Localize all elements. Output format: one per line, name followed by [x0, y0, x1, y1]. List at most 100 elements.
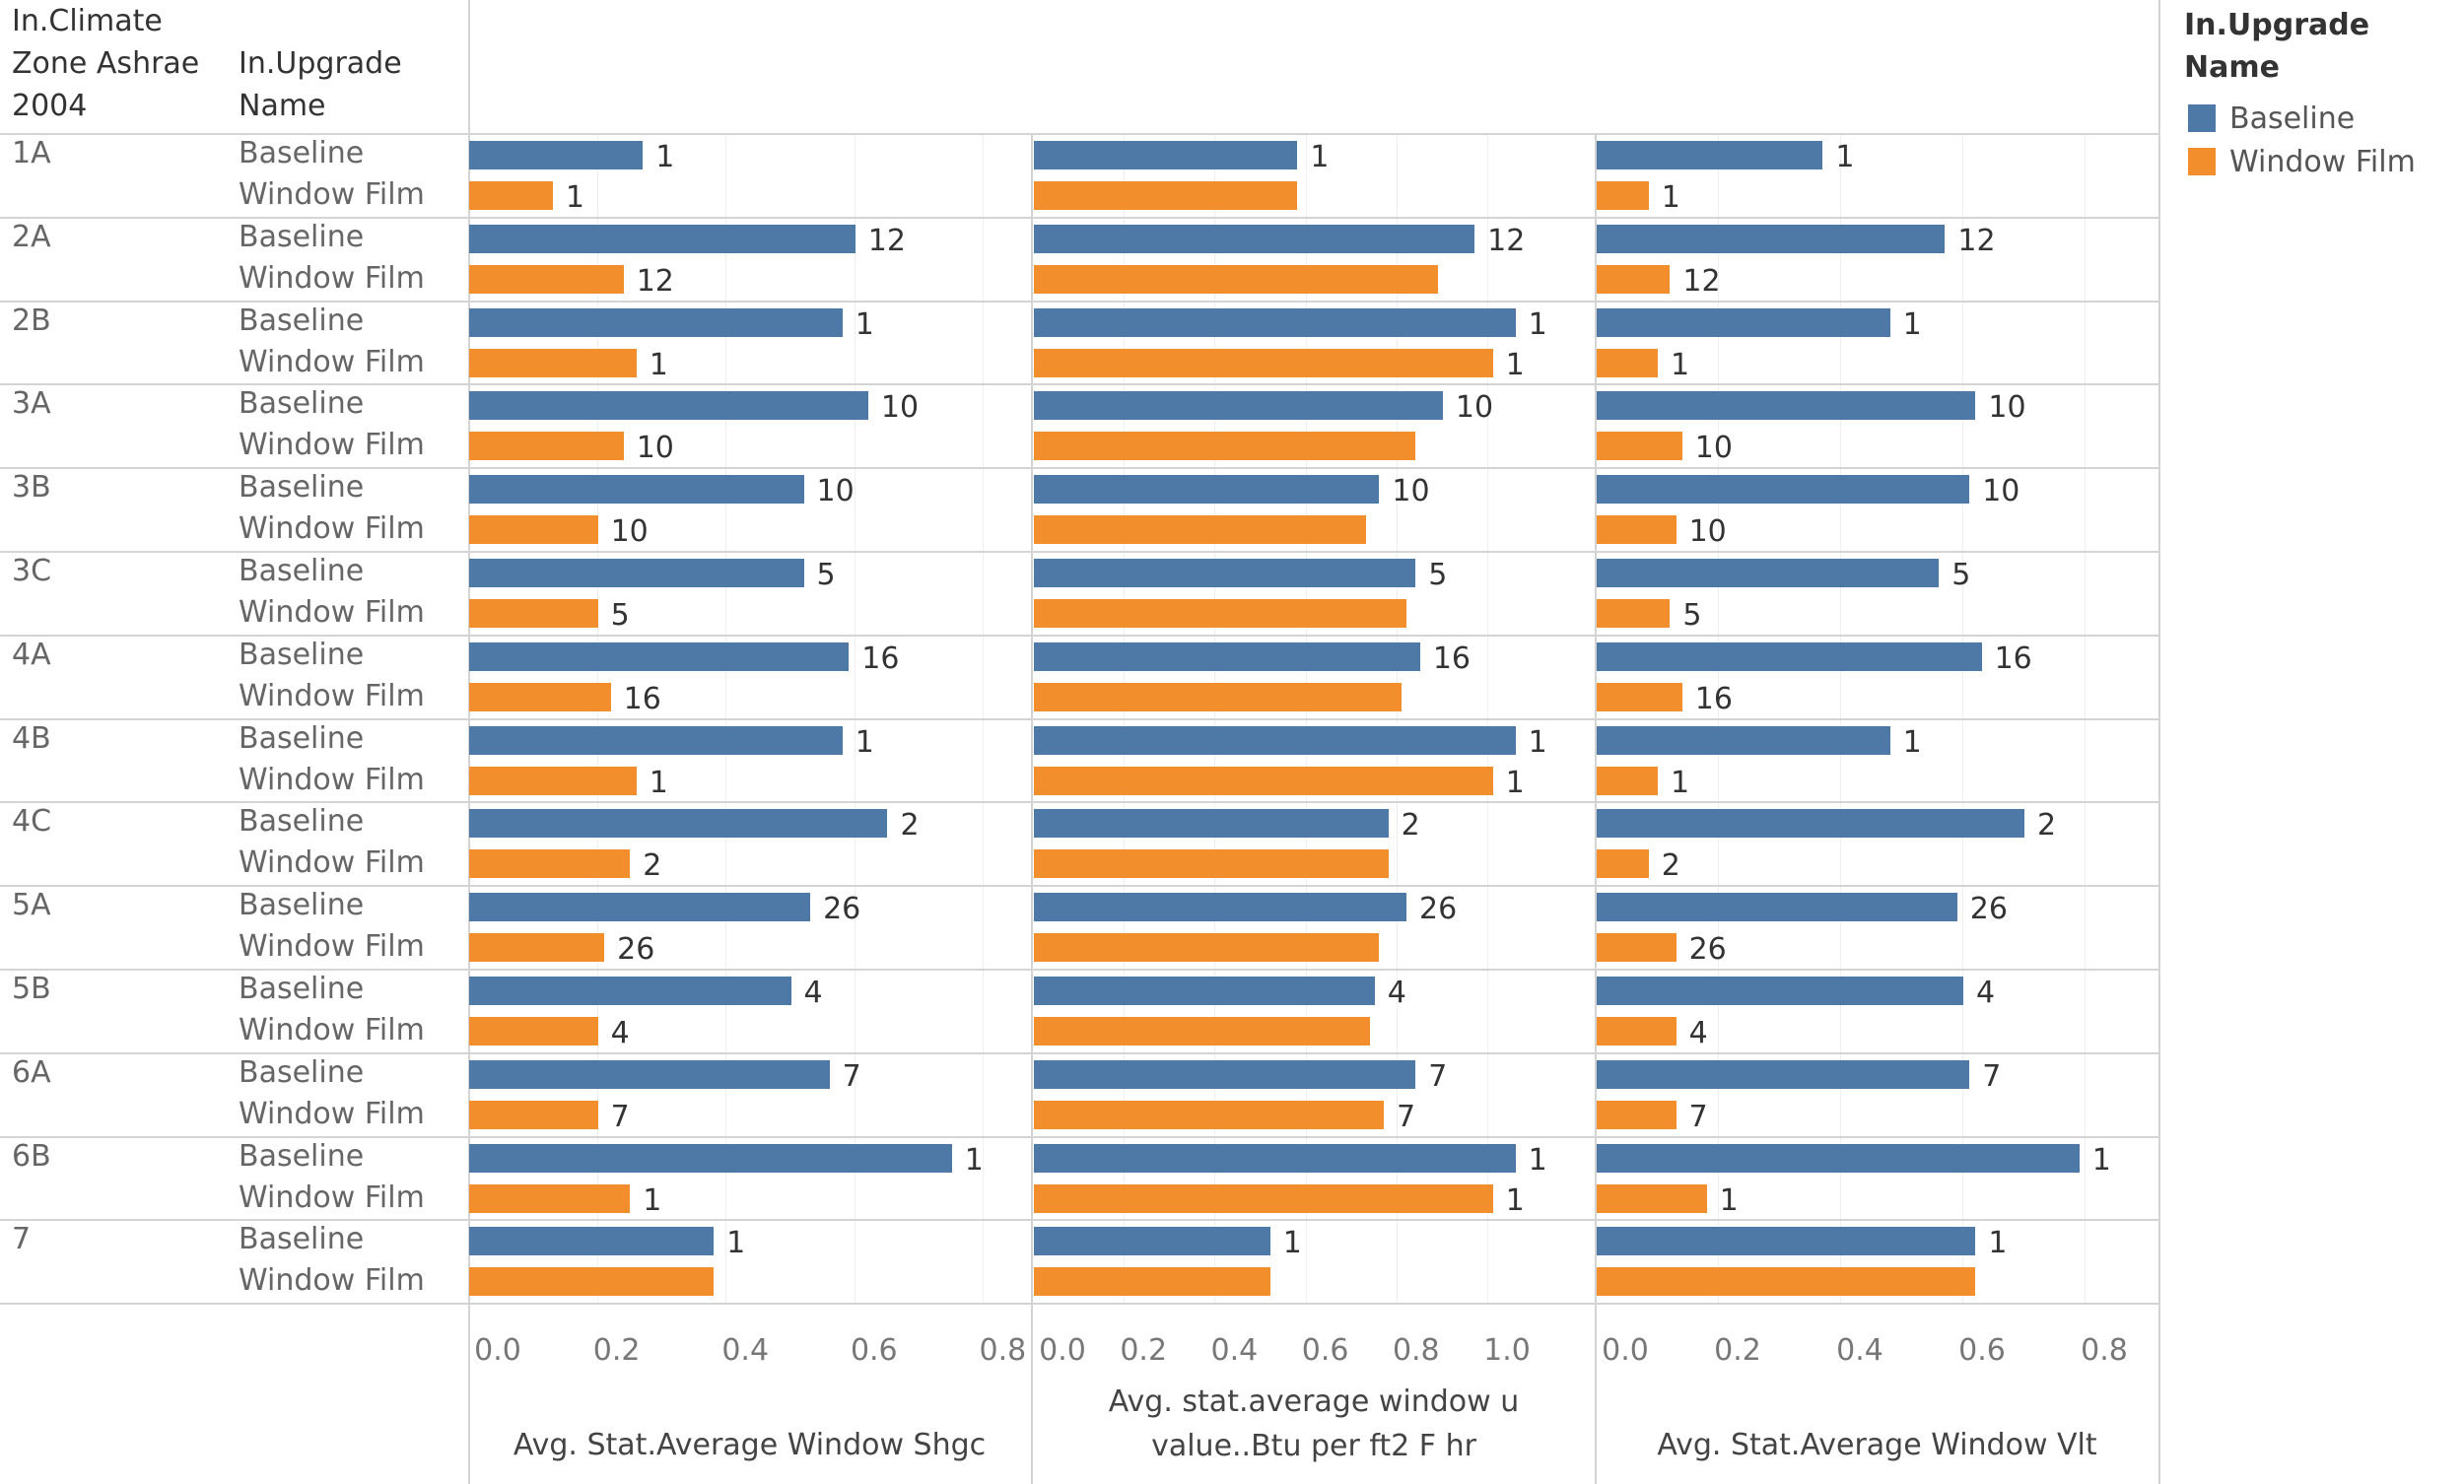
bar-baseline[interactable]	[469, 475, 804, 505]
bar-window-film[interactable]	[469, 1183, 631, 1213]
bar-baseline[interactable]	[469, 559, 804, 587]
bar-baseline[interactable]	[1034, 1143, 1516, 1173]
bar-baseline[interactable]	[469, 391, 868, 421]
bar-baseline[interactable]	[1034, 977, 1375, 1005]
legend-label-window-film[interactable]: Window Film	[2229, 145, 2416, 179]
bar-baseline[interactable]	[1034, 559, 1416, 587]
bar-window-film[interactable]	[1034, 682, 1403, 711]
bar-baseline[interactable]	[1597, 224, 1946, 253]
bar-window-film[interactable]	[1034, 849, 1389, 879]
bar-window-film[interactable]	[469, 432, 624, 461]
bar-window-film[interactable]	[1034, 181, 1298, 210]
bar-window-film[interactable]	[469, 515, 598, 545]
data-label: 2	[1401, 808, 1420, 843]
bar-baseline[interactable]	[1034, 893, 1407, 922]
bar-baseline[interactable]	[469, 809, 888, 839]
bar-baseline[interactable]	[1597, 391, 1976, 421]
bar-baseline[interactable]	[469, 1227, 715, 1256]
bar-window-film[interactable]	[1034, 1100, 1384, 1129]
bar-window-film[interactable]	[469, 599, 598, 628]
upgrade-label-baseline: Baseline	[239, 1054, 365, 1090]
bar-window-film[interactable]	[1597, 348, 1658, 377]
bar-window-film[interactable]	[469, 682, 611, 711]
bar-window-film[interactable]	[1597, 599, 1671, 628]
bar-baseline[interactable]	[1034, 307, 1516, 337]
bar-baseline[interactable]	[469, 141, 644, 169]
bar-window-film[interactable]	[1034, 1017, 1371, 1046]
bar-window-film[interactable]	[1034, 432, 1416, 461]
bar-baseline[interactable]	[1597, 725, 1890, 755]
bar-baseline[interactable]	[1034, 809, 1389, 839]
climate-zone-label: 2A	[12, 219, 51, 254]
legend-label-baseline[interactable]: Baseline	[2229, 101, 2356, 136]
bar-baseline[interactable]	[469, 1143, 952, 1173]
bar-window-film[interactable]	[1034, 1183, 1493, 1213]
bar-window-film[interactable]	[1034, 766, 1493, 795]
bar-baseline[interactable]	[469, 977, 791, 1005]
bar-baseline[interactable]	[1034, 475, 1380, 505]
data-label: 1	[1505, 765, 1525, 800]
bar-window-film[interactable]	[1597, 1267, 1976, 1297]
bar-window-film[interactable]	[469, 348, 637, 377]
bar-baseline[interactable]	[469, 725, 843, 755]
legend-swatch-window-film	[2188, 148, 2216, 175]
bar-window-film[interactable]	[469, 1267, 715, 1297]
bar-baseline[interactable]	[1597, 1227, 1976, 1256]
bar-window-film[interactable]	[469, 1017, 598, 1046]
bar-baseline[interactable]	[1597, 809, 2024, 839]
data-label: 1	[964, 1142, 984, 1178]
data-label: 1	[1528, 1142, 1547, 1178]
bar-baseline[interactable]	[1034, 1059, 1416, 1089]
bar-window-film[interactable]	[1597, 181, 1649, 210]
bar-baseline[interactable]	[1034, 224, 1475, 253]
bar-baseline[interactable]	[1034, 641, 1420, 671]
bar-window-film[interactable]	[1597, 933, 1677, 963]
bar-window-film[interactable]	[469, 849, 631, 879]
bar-baseline[interactable]	[469, 1059, 830, 1089]
bar-window-film[interactable]	[1034, 264, 1439, 294]
data-label: 1	[565, 180, 584, 215]
bar-window-film[interactable]	[1597, 515, 1677, 545]
bar-window-film[interactable]	[1034, 515, 1366, 545]
bar-baseline[interactable]	[1597, 1143, 2080, 1173]
bar-window-film[interactable]	[1597, 1100, 1677, 1129]
data-label: 7	[1982, 1058, 2002, 1094]
bar-window-film[interactable]	[1034, 1267, 1270, 1297]
bar-window-film[interactable]	[1034, 599, 1407, 628]
row-divider	[0, 300, 2158, 303]
x-tick-label: 0.8	[979, 1333, 1027, 1369]
bar-baseline[interactable]	[1597, 977, 1963, 1005]
bar-window-film[interactable]	[1597, 1017, 1677, 1046]
bar-window-film[interactable]	[469, 766, 637, 795]
bar-baseline[interactable]	[469, 641, 850, 671]
bar-baseline[interactable]	[469, 893, 811, 922]
bar-baseline[interactable]	[1597, 475, 1970, 505]
bar-window-film[interactable]	[469, 264, 624, 294]
climate-zone-label: 3B	[12, 470, 51, 506]
bar-window-film[interactable]	[1597, 432, 1682, 461]
bar-baseline[interactable]	[1597, 1059, 1970, 1089]
bar-window-film[interactable]	[1597, 1183, 1707, 1213]
bar-baseline[interactable]	[469, 224, 856, 253]
bar-window-film[interactable]	[1597, 264, 1671, 294]
bar-window-film[interactable]	[1034, 348, 1493, 377]
bar-window-film[interactable]	[469, 1100, 598, 1129]
bar-baseline[interactable]	[1597, 641, 1982, 671]
bar-window-film[interactable]	[1034, 933, 1380, 963]
bar-baseline[interactable]	[1597, 307, 1890, 337]
data-label: 16	[1994, 641, 2032, 676]
bar-window-film[interactable]	[469, 933, 605, 963]
bar-baseline[interactable]	[1597, 559, 1940, 587]
bar-baseline[interactable]	[1597, 893, 1957, 922]
bar-window-film[interactable]	[469, 181, 553, 210]
x-tick-label: 0.4	[1210, 1333, 1259, 1369]
bar-window-film[interactable]	[1597, 682, 1682, 711]
bar-baseline[interactable]	[1034, 391, 1443, 421]
bar-baseline[interactable]	[1034, 1227, 1270, 1256]
bar-baseline[interactable]	[1034, 725, 1516, 755]
bar-window-film[interactable]	[1597, 766, 1658, 795]
bar-baseline[interactable]	[1597, 141, 1823, 169]
bar-baseline[interactable]	[1034, 141, 1298, 169]
bar-baseline[interactable]	[469, 307, 843, 337]
bar-window-film[interactable]	[1597, 849, 1649, 879]
